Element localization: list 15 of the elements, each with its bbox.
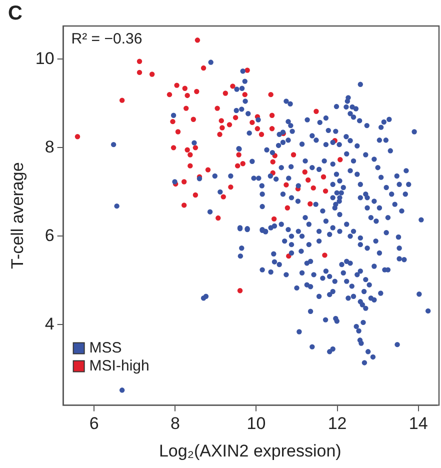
x-axis-title: Log₂(AXIN2 expression) xyxy=(158,441,342,460)
x-tick-label: 10 xyxy=(246,414,266,434)
y-tick-label: 10 xyxy=(35,48,54,68)
y-tick-label: 8 xyxy=(44,137,54,156)
annotation: R² = −0.36 xyxy=(71,30,142,48)
y-tick-label: 6 xyxy=(44,226,54,245)
y-tick-label: 4 xyxy=(44,314,54,334)
y-axis-title: T-cell average xyxy=(8,162,27,269)
x-tick-label: 12 xyxy=(328,414,347,434)
x-tick-label: 6 xyxy=(89,414,99,434)
legend-label: MSI-high xyxy=(89,357,150,374)
chart-title: C xyxy=(8,2,22,25)
x-tick-label: 14 xyxy=(408,414,428,434)
legend-label: MSS xyxy=(89,339,122,356)
x-tick-label: 8 xyxy=(170,414,180,434)
